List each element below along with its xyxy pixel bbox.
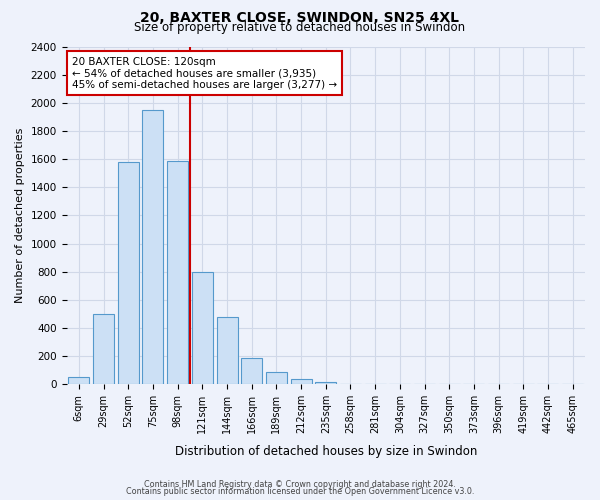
Text: 20 BAXTER CLOSE: 120sqm
← 54% of detached houses are smaller (3,935)
45% of semi: 20 BAXTER CLOSE: 120sqm ← 54% of detache… bbox=[72, 56, 337, 90]
Bar bbox=[93, 314, 114, 384]
Text: 20, BAXTER CLOSE, SWINDON, SN25 4XL: 20, BAXTER CLOSE, SWINDON, SN25 4XL bbox=[140, 11, 460, 25]
Bar bbox=[217, 316, 238, 384]
X-axis label: Distribution of detached houses by size in Swindon: Distribution of detached houses by size … bbox=[175, 444, 477, 458]
Bar bbox=[315, 382, 336, 384]
Bar bbox=[68, 376, 89, 384]
Text: Size of property relative to detached houses in Swindon: Size of property relative to detached ho… bbox=[134, 22, 466, 35]
Bar bbox=[266, 372, 287, 384]
Bar bbox=[118, 162, 139, 384]
Bar bbox=[241, 358, 262, 384]
Text: Contains HM Land Registry data © Crown copyright and database right 2024.: Contains HM Land Registry data © Crown c… bbox=[144, 480, 456, 489]
Bar bbox=[192, 272, 213, 384]
Y-axis label: Number of detached properties: Number of detached properties bbox=[15, 128, 25, 303]
Bar bbox=[290, 380, 311, 384]
Text: Contains public sector information licensed under the Open Government Licence v3: Contains public sector information licen… bbox=[126, 487, 474, 496]
Bar bbox=[142, 110, 163, 384]
Bar bbox=[167, 160, 188, 384]
